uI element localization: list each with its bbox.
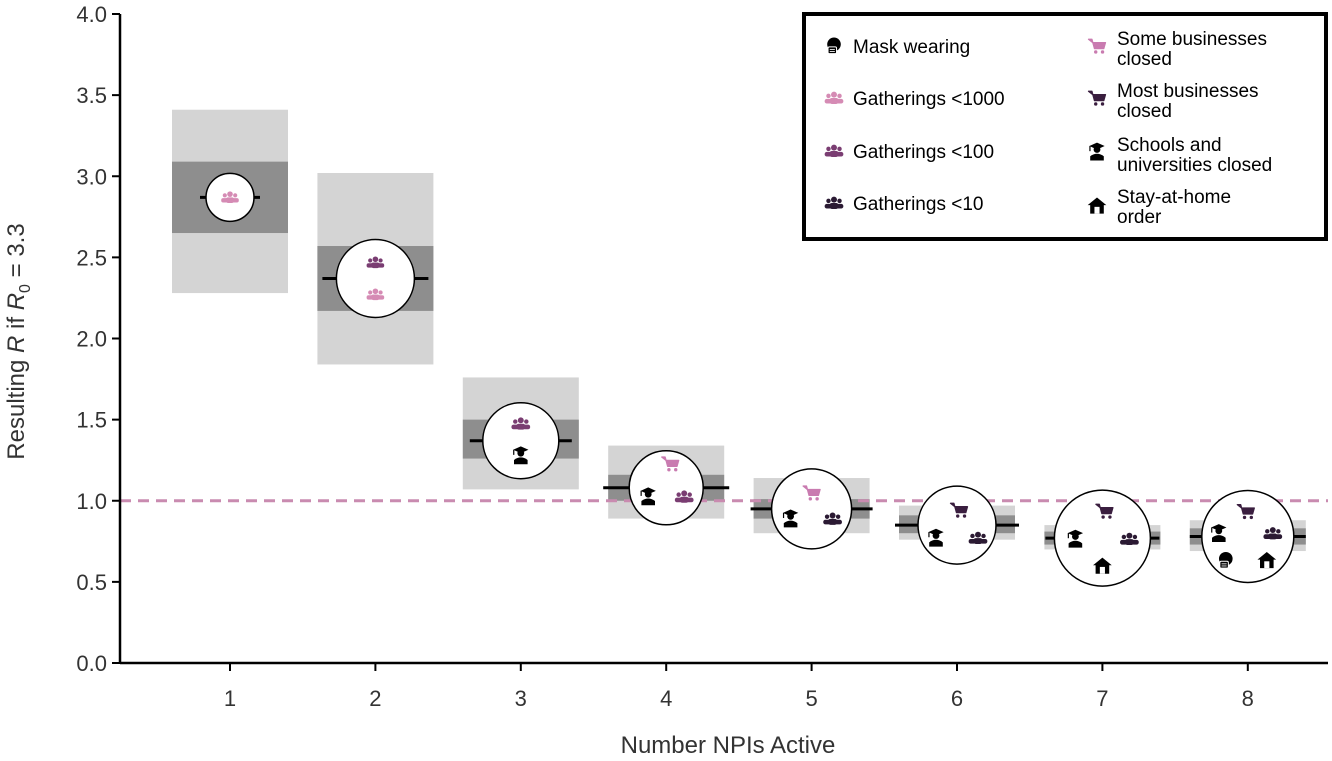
legend-label: Mask wearing [853, 37, 970, 58]
x-tick-label: 8 [1242, 686, 1254, 711]
x-tick-label: 1 [224, 686, 236, 711]
y-label-part: R [3, 336, 30, 353]
y-tick-label: 1.5 [76, 408, 107, 433]
x-axis-label: Number NPIs Active [621, 732, 836, 759]
y-label-part: if [3, 310, 30, 335]
npi-icon-circle [335, 238, 416, 319]
legend-item: Gatherings <100 [824, 142, 994, 163]
gatherings-10-icon [824, 196, 844, 209]
some-businesses-icon [1087, 38, 1107, 54]
y-tick-label: 0.0 [76, 651, 107, 676]
schools-closed-icon [513, 446, 529, 465]
npi-icon-circle [770, 468, 853, 550]
schools-closed-icon [640, 487, 656, 506]
legend-label: Some businesses closed [1117, 29, 1267, 70]
legend-label: Gatherings <10 [853, 194, 983, 215]
most-businesses-icon [949, 502, 969, 518]
x-tick-label: 5 [805, 686, 817, 711]
legend-item: Stay-at-home order [1087, 187, 1231, 228]
gatherings-1000-icon [221, 191, 239, 203]
gatherings-10-icon [1120, 532, 1139, 546]
legend-item: Gatherings <10 [824, 194, 983, 215]
legend: Mask wearing Gatherings <1000 Gatherings <… [802, 12, 1328, 241]
npi-icon-circle [205, 172, 255, 223]
mask-wearing-icon [827, 37, 841, 55]
y-label-part: Resulting [3, 353, 30, 460]
x-tick-label: 2 [369, 686, 381, 711]
y-label-part: R [3, 293, 30, 310]
legend-item: Schools and universities closed [1089, 135, 1272, 176]
most-businesses-icon [1236, 504, 1255, 520]
gatherings-1000-icon [366, 288, 385, 301]
some-businesses-icon [661, 456, 680, 472]
legend-label: Most businesses closed [1117, 81, 1259, 122]
schools-closed-icon [1067, 529, 1084, 548]
x-tick-label: 6 [951, 686, 963, 711]
schools-closed-icon [1211, 524, 1227, 542]
legend-item: Most businesses closed [1087, 81, 1259, 122]
schools-closed-icon [782, 509, 799, 528]
most-businesses-icon [1095, 503, 1114, 519]
gatherings-1000-icon [824, 91, 844, 104]
npi-icon-circle [917, 485, 997, 565]
legend-label: Gatherings <1000 [853, 89, 1005, 110]
y-axis-ticks: 0.0 0.5 1.0 1.5 2.0 2.5 3.0 3.5 4.0 [76, 2, 120, 676]
gatherings-100-icon [511, 417, 531, 430]
schools-closed-icon [928, 528, 944, 547]
y-tick-label: 1.0 [76, 489, 107, 514]
gatherings-100-icon [824, 144, 844, 157]
legend-label: Gatherings <100 [853, 142, 994, 163]
icon-circle-layer [205, 172, 1295, 587]
npi-icon-circle [628, 450, 704, 526]
y-tick-label: 3.5 [76, 83, 107, 108]
npi-icon-circle [1053, 489, 1152, 587]
x-tick-label: 4 [660, 686, 672, 711]
y-tick-label: 4.0 [76, 2, 107, 27]
legend-frame [802, 12, 1328, 241]
mask-wearing-icon [1219, 551, 1233, 569]
y-label-part: 0 [17, 284, 34, 293]
npi-icon-circle [1201, 489, 1295, 584]
stay-at-home-icon [1087, 197, 1107, 214]
gatherings-100-icon [674, 490, 694, 503]
schools-closed-icon [1089, 142, 1105, 161]
gatherings-100-icon [366, 256, 385, 269]
y-tick-label: 2.0 [76, 327, 107, 352]
gatherings-10-icon [1263, 527, 1283, 540]
some-businesses-icon [802, 485, 821, 501]
x-tick-label: 7 [1096, 686, 1108, 711]
y-tick-label: 0.5 [76, 570, 107, 595]
x-tick-label: 3 [515, 686, 527, 711]
stay-at-home-icon [1257, 551, 1277, 569]
stay-at-home-icon [1093, 557, 1112, 574]
legend-label: Schools and universities closed [1117, 135, 1272, 176]
x-axis-ticks: 1 2 3 4 5 6 7 8 [224, 663, 1254, 711]
legend-item: Mask wearing [827, 37, 970, 58]
legend-label: Stay-at-home order [1117, 187, 1231, 228]
most-businesses-icon [1087, 90, 1107, 106]
y-label-part: = 3.3 [3, 223, 30, 284]
y-tick-label: 3.0 [76, 164, 107, 189]
y-axis-label: Resulting R if R0 = 3.3 [3, 223, 34, 459]
legend-item: Some businesses closed [1087, 29, 1267, 70]
npi-icon-circle [482, 401, 560, 480]
y-tick-label: 2.5 [76, 245, 107, 270]
legend-item: Gatherings <1000 [824, 89, 1005, 110]
gatherings-10-icon [823, 512, 842, 525]
gatherings-10-icon [968, 531, 988, 545]
